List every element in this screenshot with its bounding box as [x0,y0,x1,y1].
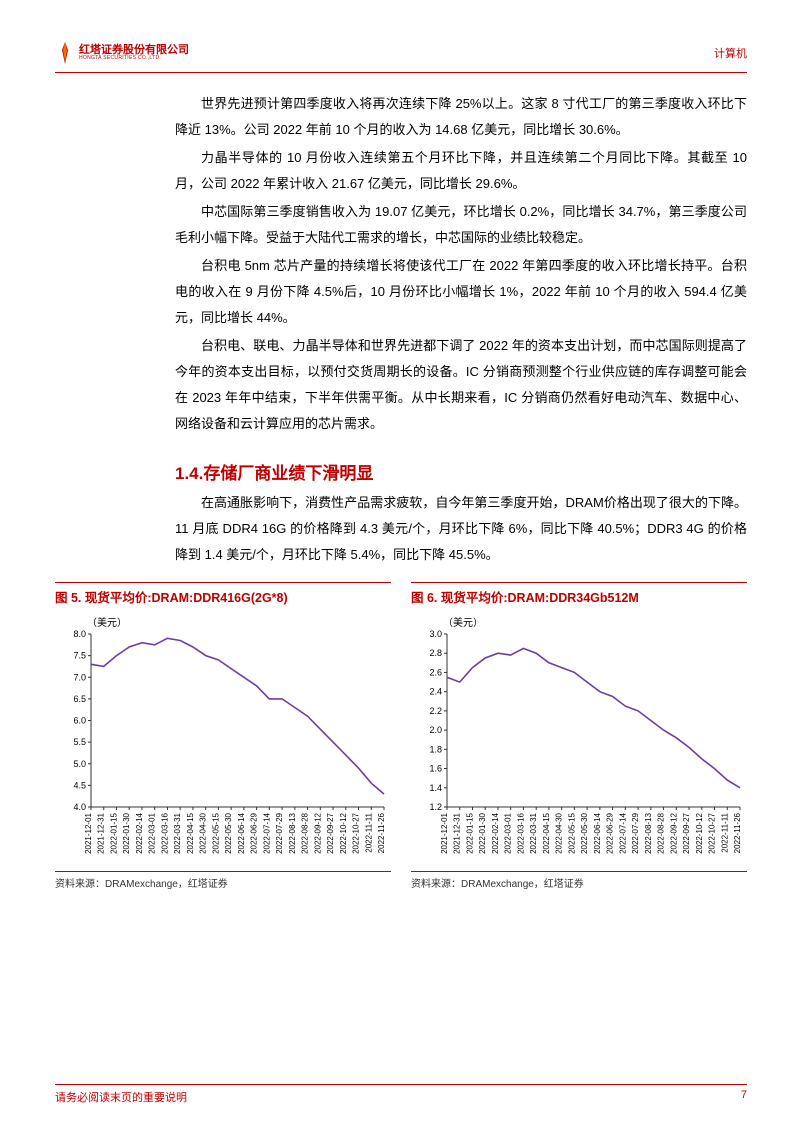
svg-text:2022-11-26: 2022-11-26 [377,812,386,853]
svg-text:2022-10-27: 2022-10-27 [708,812,717,853]
svg-text:2021-12-31: 2021-12-31 [453,812,462,853]
svg-text:2022-01-30: 2022-01-30 [478,812,487,853]
footer-disclaimer: 请务必阅读末页的重要说明 [55,1089,187,1105]
page-header: 红塔证券股份有限公司 HONGTA SECURITIES CO.,LTD. 计算… [55,40,747,73]
svg-text:5.0: 5.0 [73,759,86,769]
chart-6-source: 资料来源：DRAMexchange，红塔证券 [411,871,747,890]
chart-6-svg: （美元） 1.2 1.4 1.6 1.8 2.0 2.2 2.4 2.6 2.8 3.0 2021-1… [411,612,746,867]
svg-text:2022-09-27: 2022-09-27 [682,812,691,853]
svg-text:2022-08-13: 2022-08-13 [644,812,653,853]
svg-text:（美元）: （美元） [443,616,483,629]
svg-text:2022-05-30: 2022-05-30 [224,812,233,853]
svg-text:6.0: 6.0 [73,716,86,726]
svg-text:1.2: 1.2 [429,802,442,812]
paragraph-4: 台积电 5nm 芯片产量的持续增长将使该代工厂在 2022 年第四季度的收入环比… [175,253,747,331]
svg-text:2021-12-01: 2021-12-01 [440,812,449,853]
svg-text:2.6: 2.6 [429,667,442,677]
svg-text:2022-04-15: 2022-04-15 [542,812,551,853]
svg-text:2022-05-30: 2022-05-30 [580,812,589,853]
svg-text:2022-07-14: 2022-07-14 [262,812,271,853]
svg-text:2022-02-14: 2022-02-14 [491,812,500,853]
logo-icon [55,40,75,66]
page-footer: 请务必阅读末页的重要说明 7 [55,1084,747,1105]
svg-text:2022-08-28: 2022-08-28 [301,812,310,853]
svg-text:2022-01-15: 2022-01-15 [465,812,474,853]
svg-text:2022-10-27: 2022-10-27 [352,812,361,853]
svg-text:2022-08-13: 2022-08-13 [288,812,297,853]
chart-5-title: 图 5. 现货平均价:DRAM:DDR416G(2G*8) [55,582,391,606]
svg-text:2.8: 2.8 [429,648,442,658]
svg-text:2022-03-01: 2022-03-01 [504,812,513,853]
chart-6-block: 图 6. 现货平均价:DRAM:DDR34Gb512M （美元） 1.2 1.4 1.… [411,582,747,890]
paragraph-3: 中芯国际第三季度销售收入为 19.07 亿美元，环比增长 0.2%，同比增长 3… [175,199,747,251]
svg-text:2022-06-29: 2022-06-29 [250,812,259,853]
svg-text:2022-04-30: 2022-04-30 [555,812,564,853]
svg-text:4.0: 4.0 [73,802,86,812]
svg-text:4.5: 4.5 [73,780,86,790]
svg-text:2022-11-11: 2022-11-11 [364,812,373,852]
body-content: 世界先进预计第四季度收入将再次连续下降 25%以上。这家 8 寸代工厂的第三季度… [175,91,747,437]
svg-text:2022-04-15: 2022-04-15 [186,812,195,853]
logo: 红塔证券股份有限公司 HONGTA SECURITIES CO.,LTD. [55,40,189,66]
svg-text:2022-08-28: 2022-08-28 [657,812,666,853]
body-content-2: 在高通胀影响下，消费性产品需求疲软，自今年第三季度开始，DRAM价格出现了很大的… [175,490,747,568]
svg-text:7.0: 7.0 [73,672,86,682]
svg-text:3.0: 3.0 [429,629,442,639]
svg-text:2022-09-27: 2022-09-27 [326,812,335,853]
svg-text:2021-12-01: 2021-12-01 [84,812,93,853]
svg-text:2022-03-16: 2022-03-16 [516,812,525,853]
svg-text:2022-06-29: 2022-06-29 [606,812,615,853]
svg-text:2.2: 2.2 [429,706,442,716]
svg-text:2022-01-30: 2022-01-30 [122,812,131,853]
svg-text:8.0: 8.0 [73,629,86,639]
svg-text:2022-03-01: 2022-03-01 [148,812,157,853]
svg-text:2022-10-12: 2022-10-12 [339,812,348,853]
svg-text:2022-04-30: 2022-04-30 [199,812,208,853]
svg-text:1.8: 1.8 [429,744,442,754]
chart-5-svg: （美元） 4.0 4.5 5.0 5.5 6.0 6.5 7.0 7.5 8.0 2021-12-0… [55,612,390,867]
svg-text:（美元）: （美元） [87,616,127,629]
chart-6-title: 图 6. 现货平均价:DRAM:DDR34Gb512M [411,582,747,606]
svg-text:2022-07-29: 2022-07-29 [275,812,284,853]
svg-text:2022-07-14: 2022-07-14 [618,812,627,853]
svg-text:2022-06-14: 2022-06-14 [237,812,246,853]
svg-text:2022-09-12: 2022-09-12 [313,812,322,853]
svg-text:1.6: 1.6 [429,764,442,774]
svg-text:2022-09-12: 2022-09-12 [669,812,678,853]
charts-row: 图 5. 现货平均价:DRAM:DDR416G(2G*8) （美元） 4.0 4.5… [55,582,747,890]
chart-5-block: 图 5. 现货平均价:DRAM:DDR416G(2G*8) （美元） 4.0 4.5… [55,582,391,890]
svg-text:1.4: 1.4 [429,783,442,793]
svg-text:2022-03-31: 2022-03-31 [529,812,538,853]
svg-text:2022-02-14: 2022-02-14 [135,812,144,853]
svg-text:2022-10-12: 2022-10-12 [695,812,704,853]
paragraph-1: 世界先进预计第四季度收入将再次连续下降 25%以上。这家 8 寸代工厂的第三季度… [175,91,747,143]
svg-text:2022-07-29: 2022-07-29 [631,812,640,853]
company-name-en: HONGTA SECURITIES CO.,LTD. [79,56,189,61]
svg-text:2022-01-15: 2022-01-15 [109,812,118,853]
svg-text:2021-12-31: 2021-12-31 [97,812,106,853]
svg-text:7.5: 7.5 [73,651,86,661]
svg-text:2022-06-14: 2022-06-14 [593,812,602,853]
svg-text:2022-11-11: 2022-11-11 [720,812,729,852]
section-heading-1-4: 1.4.存储厂商业绩下滑明显 [175,459,747,484]
paragraph-6: 在高通胀影响下，消费性产品需求疲软，自今年第三季度开始，DRAM价格出现了很大的… [175,490,747,568]
svg-text:2.4: 2.4 [429,687,442,697]
svg-text:2022-05-15: 2022-05-15 [211,812,220,853]
svg-text:5.5: 5.5 [73,737,86,747]
paragraph-5: 台积电、联电、力晶半导体和世界先进都下调了 2022 年的资本支出计划，而中芯国… [175,333,747,437]
header-category: 计算机 [714,45,747,61]
svg-text:2.0: 2.0 [429,725,442,735]
svg-text:6.5: 6.5 [73,694,86,704]
svg-text:2022-05-15: 2022-05-15 [567,812,576,853]
svg-text:2022-11-26: 2022-11-26 [733,812,742,853]
paragraph-2: 力晶半导体的 10 月份收入连续第五个月环比下降，并且连续第二个月同比下降。其截… [175,145,747,197]
svg-text:2022-03-31: 2022-03-31 [173,812,182,853]
chart-5-source: 资料来源：DRAMexchange，红塔证券 [55,871,391,890]
svg-text:2022-03-16: 2022-03-16 [160,812,169,853]
page-number: 7 [741,1089,747,1105]
